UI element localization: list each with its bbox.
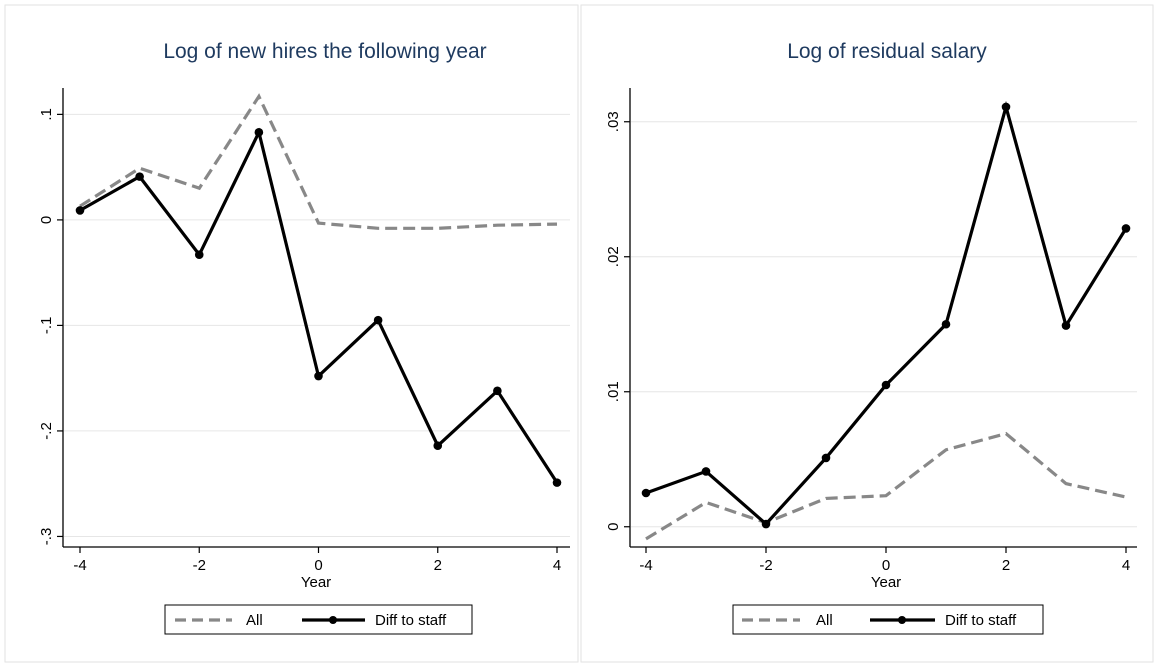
x-tick-label: 2	[1002, 557, 1010, 574]
series-line-all	[645, 431, 1127, 541]
panel-1-x-axis-label: Year	[301, 574, 331, 591]
y-tick-label: .01	[605, 381, 622, 402]
y-tick-label: -.2	[38, 422, 55, 440]
data-point	[821, 453, 831, 463]
data-point	[1061, 321, 1071, 330]
data-point	[1001, 102, 1011, 112]
panel-1-series	[75, 93, 562, 487]
panel-2-legend-diff-label: Diff to staff	[945, 612, 1017, 629]
panel-2-legend: All Diff to staff	[732, 604, 1044, 635]
data-point	[75, 206, 85, 215]
panel-1-frame	[4, 4, 579, 663]
y-tick-label: .03	[605, 111, 622, 132]
x-tick-label: -4	[639, 557, 652, 574]
panel-1-legend-diff-marker	[329, 616, 337, 624]
data-point	[552, 478, 562, 487]
x-tick-label: 2	[434, 557, 442, 574]
data-point	[254, 128, 264, 137]
y-tick-label: 0	[38, 216, 55, 224]
x-tick-label: -2	[193, 557, 206, 574]
panel-1-y-ticks: .1 0 -.1 -.2 -.3	[38, 108, 63, 545]
panel-2-legend-diff-marker	[898, 616, 906, 624]
panel-2-x-ticks: -4 -2 0 2 4	[639, 547, 1130, 574]
x-tick-label: 4	[1122, 557, 1130, 574]
y-tick-label: .1	[38, 108, 55, 121]
panel-1-title: Log of new hires the following year	[163, 40, 486, 63]
panel-2: Log of residual salary .03 .02 .01 0 -4 -2 0 2…	[580, 4, 1154, 663]
data-point	[761, 519, 771, 529]
data-point	[433, 441, 443, 451]
panel-1-legend: All Diff to staff	[164, 604, 473, 635]
panel-1-x-ticks: -4 -2 0 2 4	[73, 547, 561, 574]
y-tick-label: -.1	[38, 317, 55, 335]
panel-2-y-ticks: .03 .02 .01 0	[605, 111, 630, 531]
data-point	[314, 371, 323, 381]
y-tick-label: .02	[605, 246, 622, 267]
data-point	[373, 315, 383, 325]
data-point	[881, 380, 891, 390]
y-tick-label: 0	[605, 523, 622, 531]
panel-2-title: Log of residual salary	[787, 40, 987, 63]
panel-2-frame	[580, 4, 1154, 663]
panel-1: Log of new hires the following year .10-…	[4, 4, 579, 663]
data-point	[493, 386, 502, 396]
panel-2-x-axis-label: Year	[871, 574, 901, 591]
panel-1-legend-all-label: All	[246, 612, 263, 629]
panel-2-legend-all-label: All	[816, 612, 833, 629]
data-point	[701, 467, 711, 476]
x-tick-label: -2	[759, 557, 772, 574]
series-line-all	[79, 93, 558, 230]
data-point	[135, 172, 144, 181]
panel-1-legend-diff-label: Diff to staff	[375, 612, 447, 629]
data-point	[1121, 224, 1131, 233]
data-point	[641, 488, 651, 498]
x-tick-label: 0	[882, 557, 890, 574]
y-tick-label: -.3	[38, 528, 55, 546]
data-point	[194, 250, 204, 260]
x-tick-label: -4	[73, 557, 86, 574]
panel-2-gridlines	[631, 121, 1137, 528]
data-point	[941, 319, 951, 329]
x-tick-label: 4	[553, 557, 561, 574]
panel-2-series	[641, 100, 1131, 541]
x-tick-label: 0	[314, 557, 322, 574]
